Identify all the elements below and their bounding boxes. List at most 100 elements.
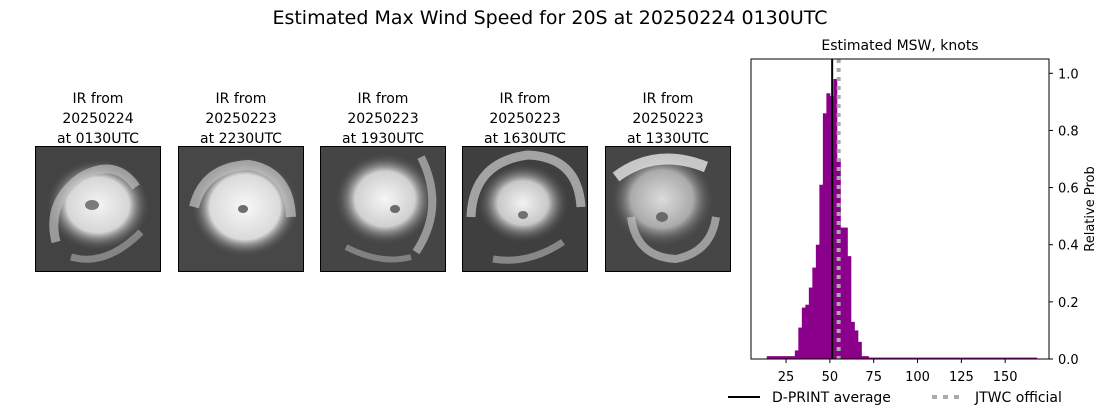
histogram-bar — [868, 357, 873, 359]
histogram-bar — [1026, 357, 1031, 359]
y-tick-label: 0.4 — [1058, 239, 1079, 254]
y-tick-label: 0.6 — [1058, 182, 1079, 197]
histogram-bar — [826, 93, 831, 360]
histogram-bar — [1015, 357, 1020, 359]
histogram-bar — [1008, 357, 1013, 359]
thumbnail-title: IR from 20250223 at 2230UTC — [178, 89, 304, 149]
histogram-bar — [994, 357, 999, 359]
histogram-bar — [963, 357, 968, 359]
ir-thumbnail-5: IR from 20250223 at 1330UTC — [605, 89, 731, 272]
histogram-bar — [931, 357, 936, 359]
histogram-bar — [970, 357, 975, 359]
histogram-bar — [840, 227, 845, 359]
thumbnail-title-line2: 20250223 — [632, 111, 704, 127]
ir-satellite-image — [462, 146, 588, 272]
histogram-bar — [784, 356, 789, 359]
y-axis-label: Relative Prob — [1083, 166, 1098, 251]
thumbnail-title-line1: IR from — [642, 91, 694, 107]
thumbnail-title-line3: at 0130UTC — [57, 131, 139, 147]
thumbnail-title-line1: IR from — [499, 91, 551, 107]
histogram-bar — [1029, 357, 1034, 359]
y-tick-label: 1.0 — [1058, 67, 1079, 82]
thumbnail-title-line1: IR from — [72, 91, 124, 107]
thumbnail-title-line3: at 2230UTC — [200, 131, 282, 147]
thumbnail-title: IR from 20250224 at 0130UTC — [35, 89, 161, 149]
histogram-bar — [966, 357, 971, 359]
histogram-bar — [921, 357, 925, 359]
x-tick-label: 25 — [778, 370, 795, 385]
histogram-bar — [787, 356, 792, 359]
thumbnail-title: IR from 20250223 at 1630UTC — [462, 89, 588, 149]
histogram-bar — [959, 357, 964, 359]
histogram-bar — [864, 356, 869, 359]
histogram-bar — [896, 357, 901, 359]
histogram-bar — [812, 267, 817, 359]
histogram-bar — [917, 357, 922, 359]
ir-thumbnail-2: IR from 20250223 at 2230UTC — [178, 89, 304, 272]
thumbnail-title-line2: 20250223 — [205, 111, 277, 127]
histogram-bar — [984, 357, 989, 359]
histogram-bar — [914, 357, 918, 359]
histogram-bar — [833, 79, 838, 359]
histogram-bar — [987, 357, 992, 359]
histogram-bar — [1022, 357, 1027, 359]
histogram-bar — [998, 357, 1003, 359]
x-tick-label: 75 — [865, 370, 882, 385]
histogram-bar — [878, 357, 883, 359]
histogram-bar — [1012, 357, 1017, 359]
histogram-bar — [942, 357, 946, 359]
thumbnail-title-line2: 20250223 — [347, 111, 419, 127]
y-tick-label: 0.0 — [1058, 353, 1079, 368]
histogram-bar — [861, 356, 866, 359]
chart-title: Estimated MSW, knots — [821, 38, 978, 54]
thumbnail-title-line2: 20250223 — [489, 111, 561, 127]
histogram-bar — [875, 357, 880, 359]
figure-title: Estimated Max Wind Speed for 20S at 2025… — [272, 7, 828, 29]
histogram-bar — [794, 350, 799, 359]
histogram-bar — [766, 356, 771, 359]
x-tick-label: 50 — [822, 370, 839, 385]
histogram-bar — [885, 357, 890, 359]
histogram-bar — [1033, 357, 1038, 359]
histogram-bar — [949, 357, 953, 359]
ir-satellite-image — [178, 146, 304, 272]
histogram-bar — [907, 357, 911, 359]
histogram-bar — [928, 357, 932, 359]
y-tick-label: 0.2 — [1058, 296, 1079, 311]
histogram-bar — [805, 304, 810, 359]
histogram-bar — [980, 357, 985, 359]
histogram-bar — [910, 357, 915, 359]
ir-thumbnail-1: IR from 20250224 at 0130UTC — [35, 89, 161, 272]
histogram-bar — [822, 113, 827, 360]
histogram-bar — [935, 357, 939, 359]
thumbnail-title-line3: at 1930UTC — [342, 131, 424, 147]
histogram-bar — [991, 357, 996, 359]
legend-jtwc-label: JTWC official — [974, 390, 1062, 406]
ir-satellite-image — [35, 146, 161, 272]
histogram-bar — [1005, 357, 1010, 359]
histogram-bar — [770, 356, 775, 359]
legend-dprint-label: D-PRINT average — [772, 390, 891, 406]
ir-satellite-image — [320, 146, 446, 272]
histogram-bar — [854, 330, 859, 359]
histogram-bar — [843, 227, 848, 359]
histogram-bar — [815, 244, 820, 359]
histogram-bar — [956, 357, 960, 359]
histogram-bar — [773, 356, 778, 359]
thumbnail-title-line2: 20250224 — [62, 111, 134, 127]
thumbnail-title-line3: at 1630UTC — [484, 131, 566, 147]
thumbnail-title: IR from 20250223 at 1330UTC — [605, 89, 731, 149]
plot-frame — [750, 58, 1050, 360]
histogram-bar — [871, 357, 876, 359]
histogram-bar — [850, 321, 855, 359]
histogram-bar — [938, 357, 943, 359]
histogram-bar — [903, 357, 908, 359]
ir-thumbnail-4: IR from 20250223 at 1630UTC — [462, 89, 588, 272]
histogram-bar — [847, 256, 852, 359]
histogram-bar — [952, 357, 957, 359]
thumbnail-title-line1: IR from — [357, 91, 409, 107]
histogram-bar — [882, 357, 887, 359]
ir-thumbnail-3: IR from 20250223 at 1930UTC — [320, 89, 446, 272]
histogram-bar — [1001, 357, 1006, 359]
